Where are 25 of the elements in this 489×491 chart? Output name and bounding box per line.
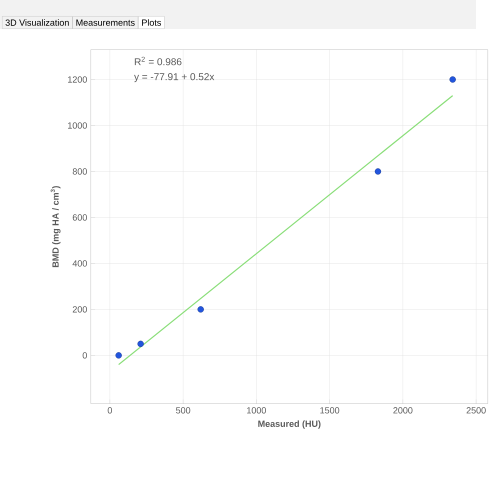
x-tick-label: 2000 <box>393 407 412 414</box>
y-tick-label: 200 <box>72 306 87 313</box>
text: 3D Visualization <box>5 19 69 26</box>
y-tick-label: 800 <box>72 168 87 175</box>
x-tick-label: 1000 <box>246 407 266 414</box>
y-tick-label: 400 <box>72 260 87 267</box>
annotation: y = -77.91 + 0.52x <box>134 73 214 82</box>
y-axis-title: BMD (mg HA / cm$^{3}$) <box>50 186 60 268</box>
text: Measurements <box>76 20 134 26</box>
x-tick-label: 1500 <box>320 407 340 414</box>
y-tick-label: 1000 <box>68 122 87 129</box>
y-tick-label: 600 <box>72 214 87 221</box>
text: Plots <box>142 19 161 26</box>
x-tick-label: 500 <box>176 407 190 414</box>
y-tick-label: 0 <box>82 352 87 359</box>
x-tick-label: 0 <box>108 407 112 414</box>
annotation: R$^{2}$ = 0.986 <box>134 56 182 66</box>
point <box>449 76 456 83</box>
point <box>115 352 122 359</box>
point <box>197 306 204 313</box>
point <box>137 340 144 348</box>
point <box>374 168 381 175</box>
x-tick-label: 2500 <box>466 407 486 414</box>
x-axis-title: Measured (HU) <box>258 420 320 429</box>
y-tick-label: 1200 <box>68 76 87 83</box>
